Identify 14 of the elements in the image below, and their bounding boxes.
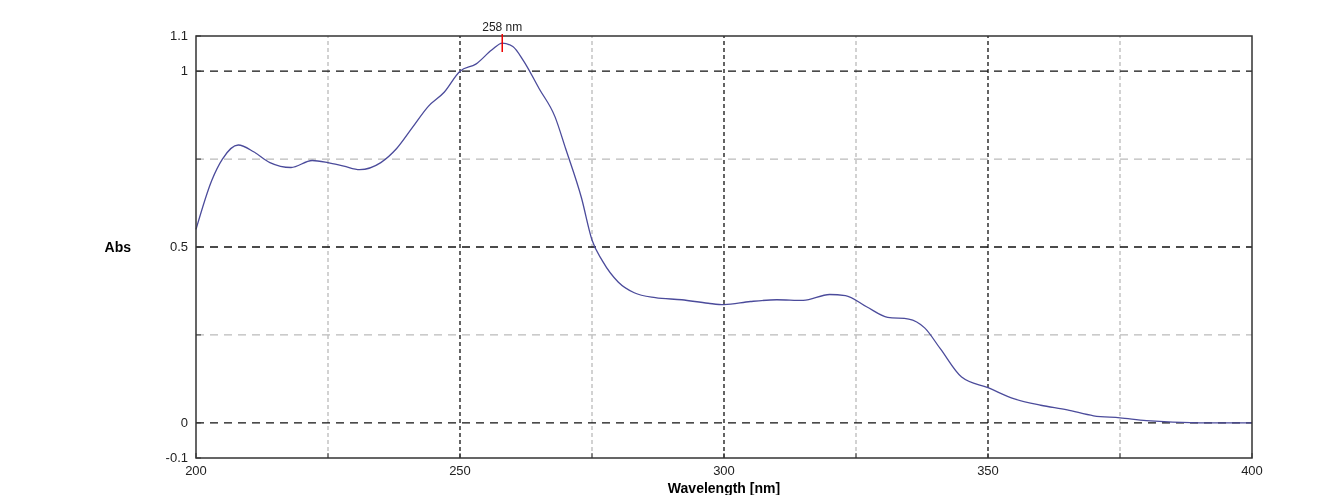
y-tick-label: 0 xyxy=(180,414,188,430)
x-axis-title: Wavelength [nm] xyxy=(667,480,781,495)
line-series xyxy=(195,42,1253,424)
annotation: 258 nm xyxy=(482,20,523,35)
y-tick-label: 1 xyxy=(180,63,188,79)
x-tick-label: 250 xyxy=(449,463,471,478)
x-tick-label: 300 xyxy=(713,463,735,478)
y-tick-label: 0.5 xyxy=(169,239,188,254)
x-tick-label: 200 xyxy=(185,463,207,478)
y-tick-label: 1.1 xyxy=(169,28,188,43)
y-tick-label: -0.1 xyxy=(165,450,188,465)
x-tick-label: 350 xyxy=(977,463,999,478)
x-tick-label: 400 xyxy=(1241,463,1263,478)
y-axis-title: Abs xyxy=(104,239,132,255)
